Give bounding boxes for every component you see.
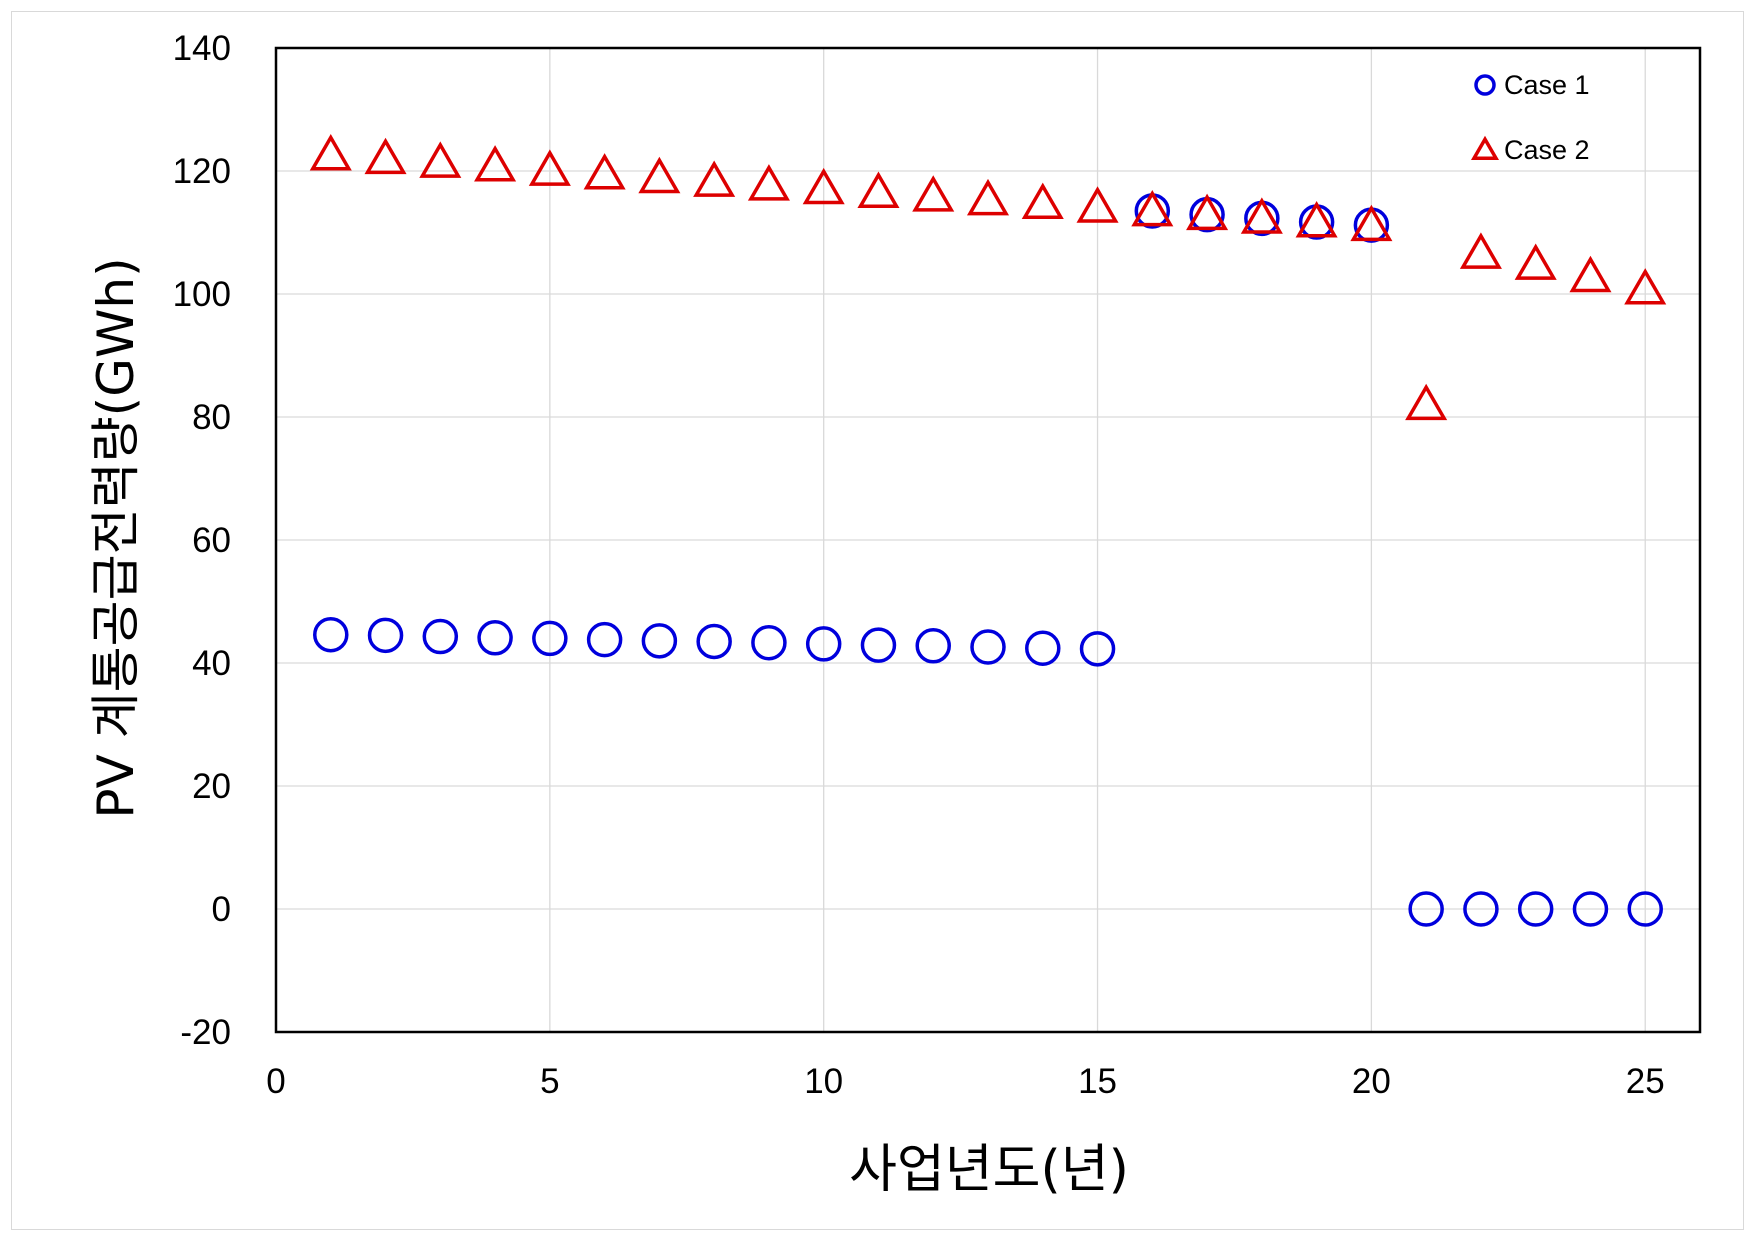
legend-label: Case 2 (1504, 135, 1590, 165)
x-tick-label: 25 (1626, 1062, 1665, 1101)
x-tick-label: 20 (1352, 1062, 1391, 1101)
data-point (364, 137, 407, 175)
x-tick-label: 10 (804, 1062, 843, 1101)
data-point (1131, 189, 1174, 227)
data-point (857, 171, 900, 208)
chart-frame (11, 11, 1744, 1230)
tick-labels: 140 120 100 80 60 40 20 0 -20 0 5 10 15 20 25 (173, 29, 1665, 1101)
data-point (1079, 631, 1116, 667)
data-markers (309, 134, 1667, 927)
data-point (1350, 204, 1393, 242)
data-point (419, 141, 462, 178)
y-tick-label: 80 (192, 398, 231, 437)
data-point (1624, 268, 1667, 305)
data-point (860, 627, 897, 663)
data-point (1514, 243, 1557, 280)
data-point (528, 149, 571, 186)
data-point (1408, 891, 1444, 927)
data-point (693, 160, 736, 197)
series-1-markers (313, 193, 1663, 927)
gridlines (275, 47, 1700, 1033)
series-2-markers (309, 134, 1667, 421)
data-point (1569, 255, 1612, 293)
y-tick-label: 60 (192, 521, 231, 560)
data-point (638, 156, 681, 194)
y-tick-label: 120 (173, 152, 231, 191)
x-tick-label: 15 (1078, 1062, 1117, 1101)
data-point (805, 626, 842, 662)
data-point (747, 164, 790, 201)
data-point (1240, 197, 1283, 234)
data-point (641, 623, 678, 659)
legend-marker (1470, 135, 1500, 160)
data-point (1572, 891, 1609, 927)
data-point (751, 624, 787, 661)
data-point (1463, 891, 1499, 927)
plot-area-border (274, 46, 1702, 1034)
data-point (313, 616, 349, 653)
data-point (1517, 891, 1554, 927)
legend-label: Case 1 (1504, 70, 1590, 100)
data-point (915, 628, 951, 664)
data-point (970, 629, 1006, 665)
data-point (422, 618, 459, 655)
x-axis-title: 사업년도(년) (849, 1140, 1129, 1200)
legend: Case 1 Case 2 (1470, 70, 1590, 165)
data-point (966, 178, 1010, 216)
y-axis-title: PV 계통공급전력량(GWh) (87, 257, 145, 818)
data-point (912, 175, 955, 212)
y-tick-label: 0 (212, 890, 231, 929)
data-point (1295, 201, 1338, 238)
data-point (583, 153, 626, 190)
data-point (1076, 186, 1119, 223)
data-point (309, 134, 352, 171)
data-point (367, 617, 404, 654)
data-point (1627, 891, 1663, 927)
data-point (532, 620, 568, 657)
data-point (1459, 232, 1502, 269)
x-tick-label: 0 (266, 1062, 285, 1101)
data-point (1021, 182, 1064, 220)
y-tick-label: 40 (192, 644, 231, 683)
y-tick-label: -20 (180, 1013, 231, 1052)
data-point (696, 623, 732, 660)
data-point (802, 167, 845, 205)
data-point (477, 620, 513, 656)
x-tick-label: 5 (540, 1062, 559, 1101)
y-tick-label: 20 (192, 767, 231, 806)
y-tick-label: 140 (173, 29, 231, 68)
legend-marker (1474, 74, 1496, 96)
data-point (1186, 193, 1229, 231)
y-tick-label: 100 (173, 275, 231, 314)
data-point (586, 621, 623, 658)
data-point (474, 145, 517, 182)
data-point (1405, 383, 1448, 421)
data-point (1025, 630, 1061, 666)
